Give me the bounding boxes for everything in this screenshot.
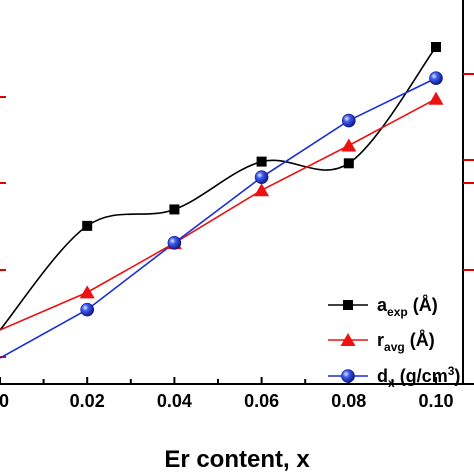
data-point-d (167, 236, 182, 250)
data-point-d (429, 71, 443, 85)
legend-marker (341, 369, 355, 383)
legend-label-d: dx (g/cm3) (377, 364, 460, 390)
data-point-r (79, 285, 95, 299)
x-tick-label: 0.06 (244, 391, 279, 411)
x-tick-label: 0 (0, 391, 9, 411)
legend: aexp (Å) ravg (Å) dx (g/cm3) (328, 295, 460, 390)
data-point-r (428, 91, 444, 105)
data-point-a (169, 204, 180, 215)
series-line-d (0, 77, 437, 359)
data-point-a (343, 158, 354, 169)
data-point-a (82, 220, 93, 231)
legend-marker (343, 300, 353, 310)
legend-label-r: ravg (Å) (377, 330, 435, 354)
data-point-a (431, 42, 441, 52)
series-layer (0, 42, 444, 359)
data-point-a (256, 156, 267, 167)
x-tick-label: 0.04 (157, 391, 192, 411)
x-tick-label: 0.10 (418, 391, 453, 411)
legend-marker (340, 333, 356, 346)
legend-label-a: aexp (Å) (377, 295, 438, 319)
data-point-r (254, 183, 270, 197)
left-axis-ticks (0, 96, 6, 358)
data-point-d (80, 302, 94, 317)
x-tick-label: 0.02 (70, 391, 105, 411)
x-axis-title: Er content, x (164, 446, 310, 473)
right-axis-ticks (463, 73, 474, 271)
data-point-d (254, 170, 269, 184)
series-line-a (0, 46, 437, 331)
plot-frame (0, 0, 474, 385)
data-point-r (341, 138, 357, 152)
data-point-d (341, 113, 356, 128)
series-line-r (0, 98, 437, 331)
x-tick-label: 0.08 (331, 391, 366, 411)
